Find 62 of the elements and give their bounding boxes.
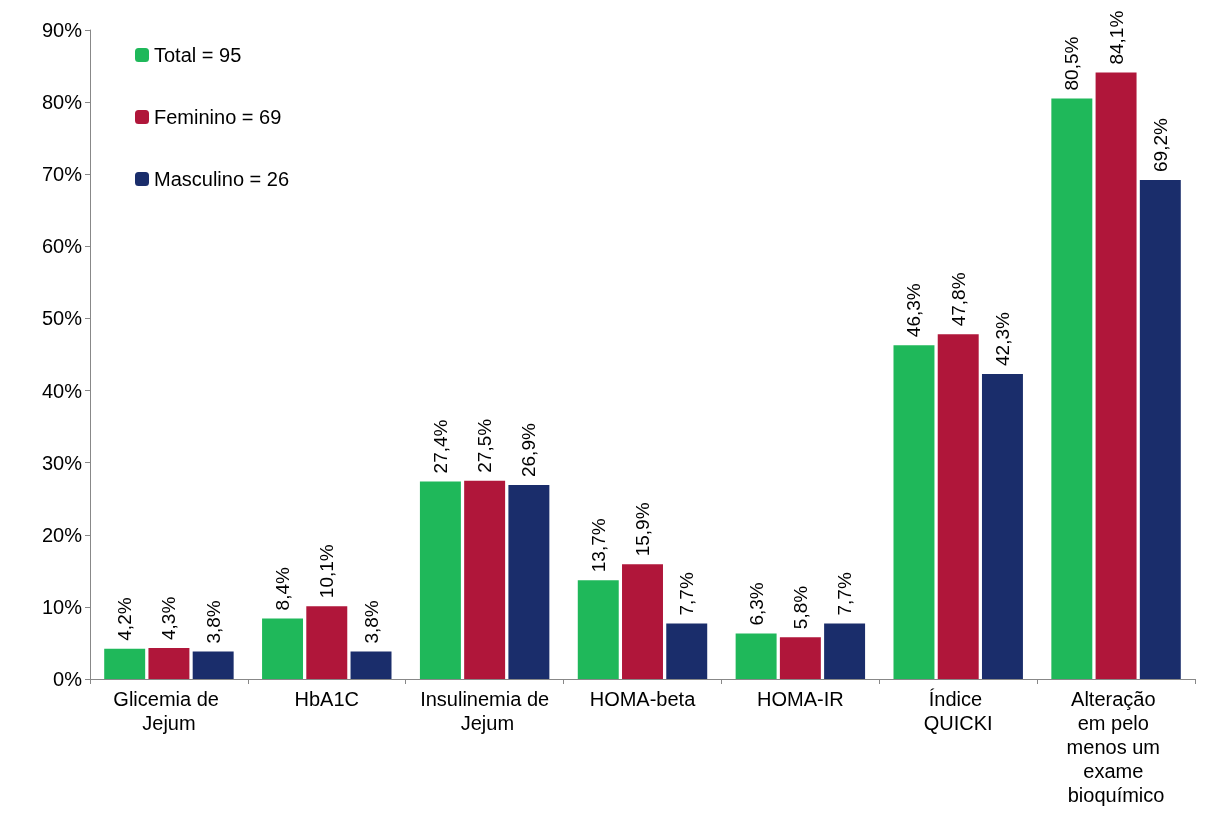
x-tick-label: Índice QUICKI bbox=[923, 688, 993, 734]
bar bbox=[350, 651, 392, 679]
data-label: 10,1% bbox=[316, 544, 338, 599]
data-label: 15,9% bbox=[632, 502, 653, 557]
legend-label: Total = 95 bbox=[154, 44, 242, 66]
bar bbox=[1139, 179, 1181, 679]
data-label: 5,8% bbox=[789, 585, 811, 630]
data-label: 7,7% bbox=[834, 572, 856, 616]
x-tick-label: HbA1C bbox=[294, 688, 360, 710]
y-tick-label: 50% bbox=[41, 307, 83, 330]
data-label: 3,8% bbox=[360, 600, 382, 644]
data-label: 4,2% bbox=[114, 597, 136, 641]
data-label: 13,7% bbox=[587, 518, 609, 573]
y-tick-label: 10% bbox=[41, 595, 83, 618]
y-tick-label: 90% bbox=[41, 19, 83, 41]
y-tick-label: 30% bbox=[41, 451, 83, 474]
x-tick-label: HOMA-beta bbox=[589, 688, 697, 710]
data-label: 47,8% bbox=[947, 272, 969, 327]
data-label: 27,5% bbox=[474, 418, 496, 473]
bar bbox=[622, 564, 663, 679]
bar bbox=[1051, 98, 1093, 679]
y-tick-label: 40% bbox=[41, 379, 83, 402]
data-label: 26,9% bbox=[518, 423, 540, 478]
bar bbox=[981, 373, 1023, 679]
bar bbox=[779, 637, 821, 679]
data-label: 4,3% bbox=[158, 596, 180, 640]
bar bbox=[148, 647, 190, 679]
data-label: 7,7% bbox=[676, 572, 698, 616]
y-tick-label: 60% bbox=[41, 235, 83, 258]
legend-label: Masculino = 26 bbox=[154, 168, 290, 190]
x-tick-label: Glicemia de Jejum bbox=[113, 688, 225, 734]
data-label: 84,1% bbox=[1105, 10, 1127, 65]
data-label: 42,3% bbox=[991, 311, 1013, 366]
data-label: 6,3% bbox=[745, 582, 767, 626]
y-tick-label: 80% bbox=[41, 91, 83, 114]
data-label: 8,4% bbox=[272, 567, 294, 611]
y-tick-label: 70% bbox=[41, 163, 83, 186]
bar bbox=[508, 485, 550, 679]
data-label: 69,2% bbox=[1149, 118, 1171, 172]
bar bbox=[666, 623, 708, 679]
bar bbox=[735, 633, 777, 679]
data-label: 46,3% bbox=[903, 283, 925, 338]
bar bbox=[824, 623, 866, 679]
data-label: 80,5% bbox=[1061, 36, 1083, 91]
bar bbox=[419, 481, 461, 679]
data-label: 27,4% bbox=[429, 419, 451, 474]
bar bbox=[192, 651, 234, 679]
x-tick-label: Alteração em pelo menos um exame bioquímico bbox=[1066, 688, 1166, 806]
legend-label: Feminino = 69 bbox=[154, 106, 282, 128]
bar bbox=[893, 345, 935, 679]
bar bbox=[306, 606, 348, 679]
y-tick-label: 0% bbox=[53, 668, 83, 690]
bar bbox=[464, 480, 506, 679]
bar bbox=[1095, 72, 1137, 679]
y-tick-label: 20% bbox=[41, 523, 83, 546]
bar bbox=[104, 648, 146, 679]
bar bbox=[262, 618, 304, 679]
bar bbox=[577, 580, 619, 679]
bar bbox=[937, 334, 979, 679]
x-tick-label: Insulinemia de Jejum bbox=[420, 688, 550, 734]
data-label: 3,8% bbox=[202, 600, 224, 644]
x-tick-label: HOMA-IR bbox=[757, 688, 844, 710]
